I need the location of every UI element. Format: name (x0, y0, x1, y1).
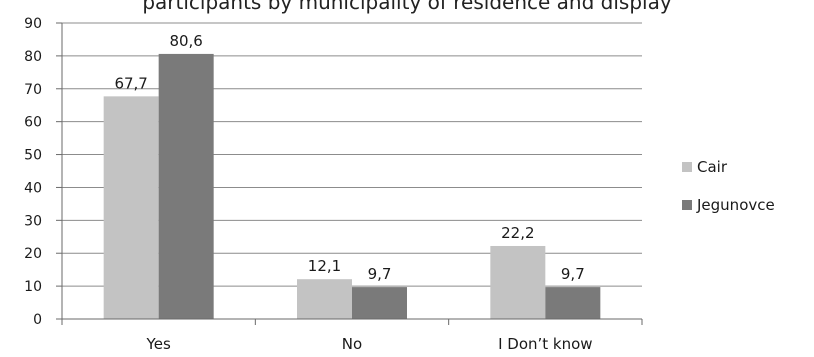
y-tick-label: 90 (24, 16, 42, 32)
bar (352, 287, 407, 319)
bar (297, 279, 352, 319)
labels: 67,7 80,6 12,1 9,7 22,2 9,7 (114, 32, 584, 283)
data-label: 9,7 (561, 265, 585, 283)
bar (103, 96, 159, 319)
data-label: 9,7 (368, 265, 392, 283)
legend-label: Cair (697, 158, 728, 176)
bar (545, 287, 601, 319)
y-tick-label: 20 (24, 246, 42, 262)
y-tick-label: 30 (24, 213, 42, 229)
bar (490, 245, 546, 319)
y-tick-label: 70 (24, 82, 42, 98)
data-label: 80,6 (169, 32, 202, 50)
legend-swatch (682, 162, 692, 172)
chart-title-text: participants by municipality of residenc… (142, 0, 672, 14)
bar (158, 53, 214, 319)
chart-title-cropped: participants by municipality of residenc… (0, 0, 814, 14)
legend-swatch (682, 200, 692, 210)
x-category-label: I Don’t know (498, 335, 592, 353)
legend-label: Jegunovce (696, 196, 775, 214)
y-tick-label: 10 (24, 279, 42, 295)
data-label: 12,1 (308, 257, 341, 275)
x-category-label: No (342, 335, 362, 353)
axes: 0 10 20 30 40 50 60 70 80 90 Yes No I Don’t know (24, 16, 643, 353)
data-label: 67,7 (114, 74, 147, 92)
y-tick-label: 0 (33, 312, 42, 328)
x-category-label: Yes (146, 335, 171, 353)
legend: Cair Jegunovce (682, 158, 775, 214)
y-tick-label: 40 (24, 180, 42, 196)
y-tick-label: 80 (24, 49, 42, 65)
y-tick-label: 50 (24, 148, 42, 164)
bars (103, 53, 601, 319)
y-tick-label: 60 (24, 115, 42, 131)
data-label: 22,2 (501, 224, 534, 242)
